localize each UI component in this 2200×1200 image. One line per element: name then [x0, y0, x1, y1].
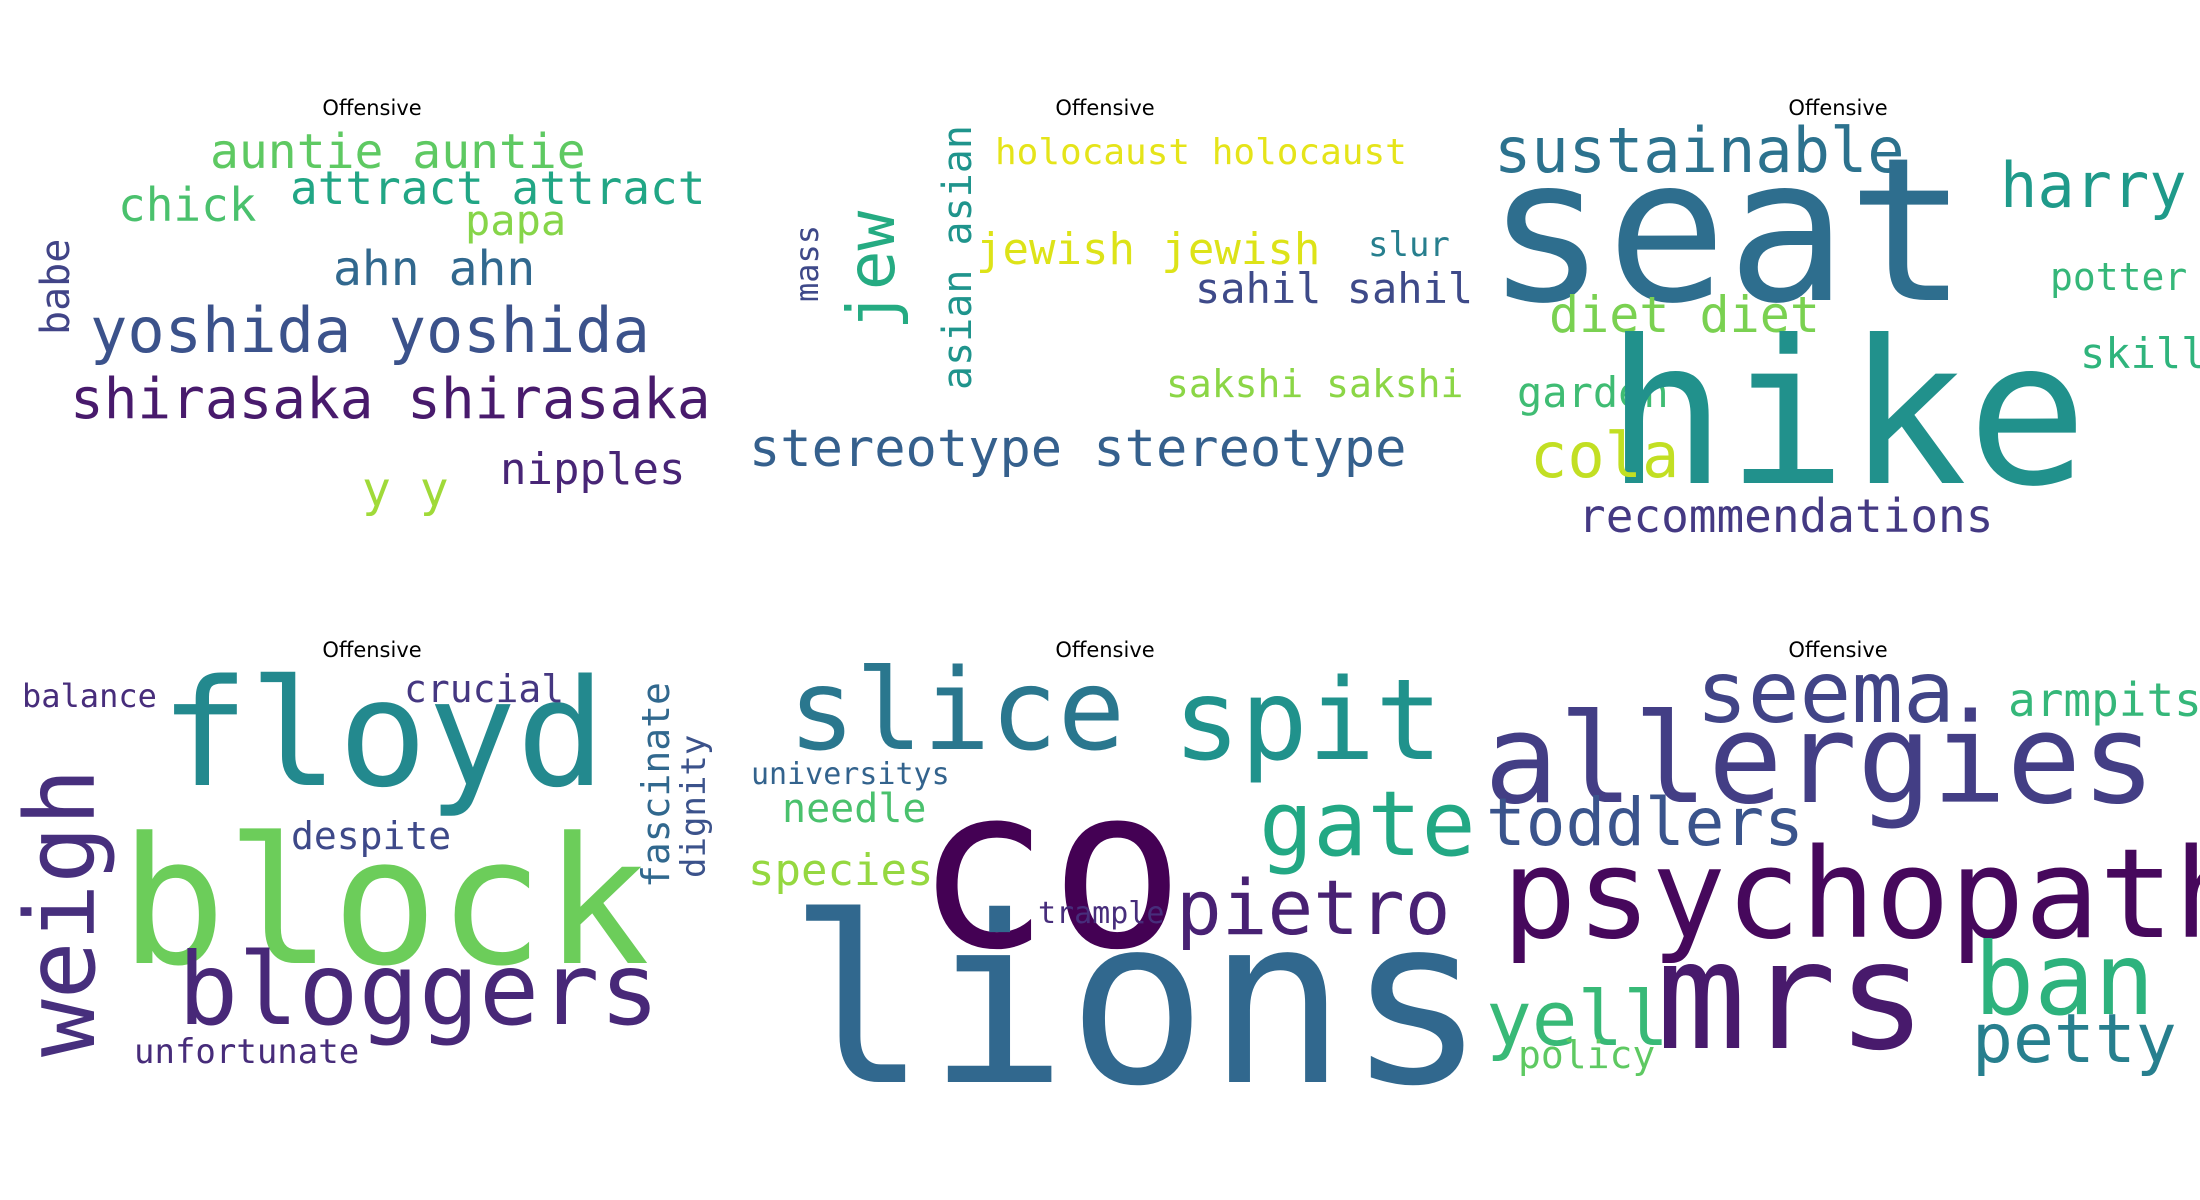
word-potter: potter — [2050, 255, 2188, 299]
panel-title: Offensive — [1788, 638, 1888, 662]
word-yell: yell — [1486, 974, 1670, 1063]
word-co: co — [915, 738, 1185, 999]
word-babe: babe — [33, 238, 79, 335]
word-floyd: floyd — [160, 648, 606, 820]
word-seema: seema — [1696, 643, 1955, 743]
panel-title: Offensive — [1055, 96, 1155, 120]
word-lions: lions — [788, 867, 1487, 1137]
panel-title: Offensive — [1788, 96, 1888, 120]
wordcloud-panel-1: Offensive auntie auntie chick attract attr… — [0, 0, 733, 600]
panel-title: Offensive — [322, 638, 422, 662]
wordcloud-panel-5: Offensive slice spit universitys co needle ga… — [733, 600, 1486, 1200]
word-ban: ban — [1974, 921, 2155, 1038]
word-sakshi-sakshi: sakshi sakshi — [1166, 362, 1464, 406]
word-trample: trample — [1038, 896, 1165, 931]
word-seat: seat — [1486, 115, 1968, 348]
word-petty: petty — [1972, 1000, 2177, 1079]
word-y-y: y y — [362, 462, 449, 518]
word-spit: spit — [1173, 656, 1443, 786]
word-toddlers: toddlers — [1486, 784, 1804, 861]
wordcloud-panel-4: Offensive balance floyd crucial fascinate di… — [0, 600, 733, 1200]
wordcloud-panel-6: Offensive seema armpits allergies toddlers p… — [1466, 600, 2200, 1200]
word-psychopath: psychopath — [1502, 823, 2200, 967]
word-recommendations: recommendations — [1578, 489, 1994, 543]
word-despite: despite — [291, 814, 452, 858]
word-yoshida-yoshida: yoshida yoshida — [90, 294, 650, 367]
word-jew: jew — [833, 210, 910, 330]
panel-title: Offensive — [1055, 638, 1155, 662]
word-dignity: dignity — [674, 734, 714, 878]
word-nipples: nipples — [500, 444, 686, 495]
word-allergies: allergies — [1484, 688, 2156, 832]
panel-title: Offensive — [322, 96, 422, 120]
word-shirasaka-shirasaka: shirasaka shirasaka — [70, 367, 711, 432]
word-bloggers: bloggers — [178, 931, 660, 1048]
wordcloud-panel-2: Offensive holocaust holocaust mass jew asia… — [733, 0, 1473, 600]
word-skill: skill — [2080, 329, 2200, 378]
word-gate: gate — [1259, 772, 1476, 877]
word-weigh: weigh — [5, 768, 117, 1057]
word-slur: slur — [1368, 225, 1450, 265]
word-hike: hike — [1606, 298, 2088, 531]
word-garden: garden — [1517, 368, 1669, 417]
word-auntie-auntie: auntie auntie — [210, 124, 586, 180]
word-ahn-ahn: ahn ahn — [333, 241, 536, 297]
word-balance: balance — [22, 677, 157, 715]
word-armpits: armpits — [2008, 673, 2200, 727]
word-stereotype-stereotype: stereotype stereotype — [749, 419, 1407, 479]
word-block: block — [120, 800, 650, 1005]
wordcloud-panel-3: Offensive sustainable seat harry potter diet… — [1466, 0, 2200, 600]
word-mrs: mrs — [1656, 910, 1927, 1084]
word-pietro: pietro — [1176, 863, 1451, 952]
word-cola: cola — [1530, 419, 1680, 492]
word-species: species — [748, 845, 934, 896]
word-chick: chick — [118, 178, 257, 232]
word-harry: harry — [2000, 149, 2187, 222]
word-unfortunate: unfortunate — [134, 1032, 360, 1072]
word-attract-attract: attract attract — [290, 161, 706, 215]
word-sahil-sahil: sahil sahil — [1195, 264, 1474, 313]
word-mass: mass — [788, 224, 826, 302]
word-diet-diet: diet diet — [1549, 286, 1820, 344]
word-jewish-jewish: jewish jewish — [976, 224, 1321, 275]
word-asian-asian: asian asian — [935, 125, 981, 390]
word-slice: slice — [788, 646, 1126, 776]
word-policy: policy — [1518, 1033, 1656, 1077]
word-universitys: universitys — [751, 757, 950, 792]
word-needle: needle — [782, 786, 927, 832]
word-crucial: crucial — [404, 667, 565, 711]
word-holocaust-holocaust: holocaust holocaust — [995, 132, 1407, 173]
word-sustainable: sustainable — [1494, 114, 1905, 187]
word-papa: papa — [465, 196, 567, 245]
